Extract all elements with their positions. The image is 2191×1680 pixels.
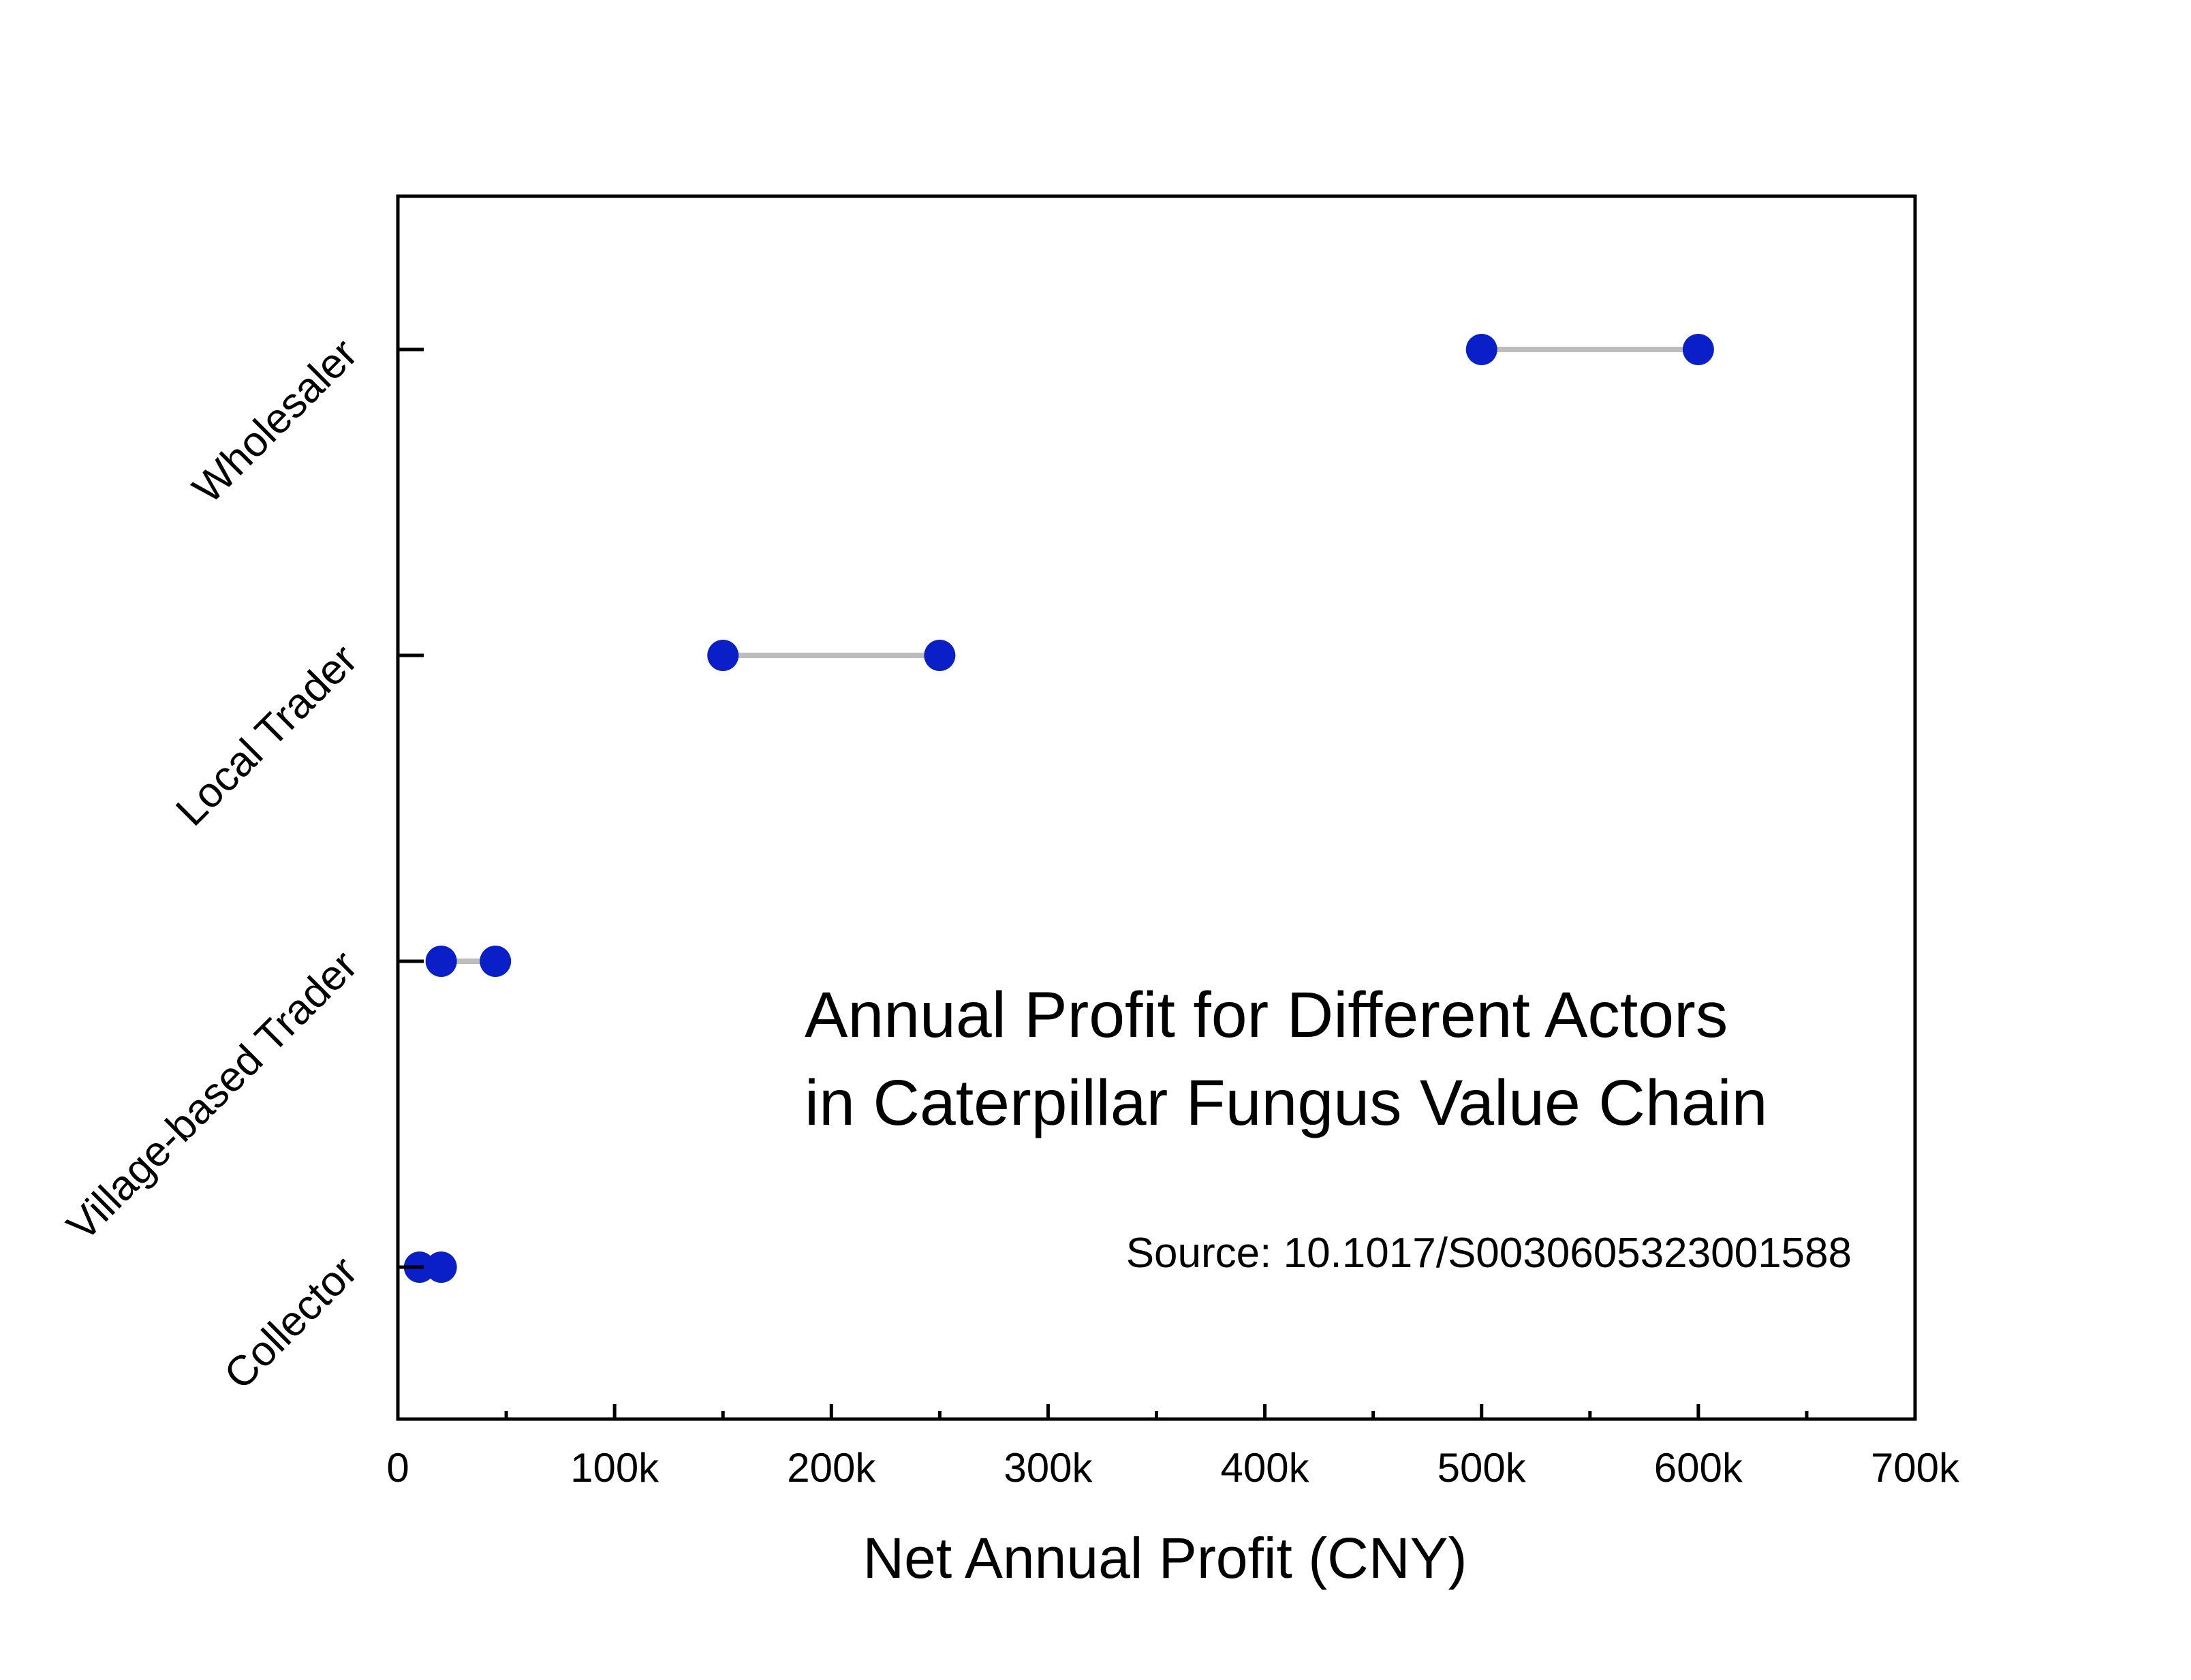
x-tick-label: 700k — [1871, 1445, 1960, 1491]
x-tick-label: 0 — [386, 1445, 409, 1491]
x-tick-label: 200k — [787, 1445, 876, 1491]
point-layer — [403, 334, 1714, 1283]
low-point — [425, 946, 457, 977]
y-tick-label: Wholesaler — [184, 330, 367, 512]
y-tick-label: Collector — [215, 1247, 367, 1399]
x-tick-label: 100k — [570, 1445, 659, 1491]
x-axis: 0 100k 200k 300k 400k 500k 600k 700k — [386, 1404, 1960, 1491]
high-point — [480, 946, 512, 977]
high-point — [924, 640, 956, 671]
y-tick-label: Village-based Trader — [58, 942, 367, 1250]
high-point — [425, 1251, 457, 1283]
high-point — [1682, 334, 1714, 365]
x-tick-label: 400k — [1221, 1445, 1310, 1491]
chart-annotation-line-2: in Caterpillar Fungus Value Chain — [805, 1067, 1767, 1139]
x-axis-title: Net Annual Profit (CNY) — [863, 1526, 1467, 1590]
x-tick-label: 300k — [1004, 1445, 1093, 1491]
y-tick-label: Local Trader — [167, 636, 366, 835]
low-point — [707, 640, 739, 671]
chart-annotation-line-1: Annual Profit for Different Actors — [805, 979, 1728, 1051]
x-tick-label: 500k — [1438, 1445, 1527, 1491]
x-tick-label: 600k — [1654, 1445, 1743, 1491]
low-point — [1465, 334, 1497, 365]
source-note: Source: 10.1017/S0030605323001588 — [1126, 1230, 1852, 1277]
